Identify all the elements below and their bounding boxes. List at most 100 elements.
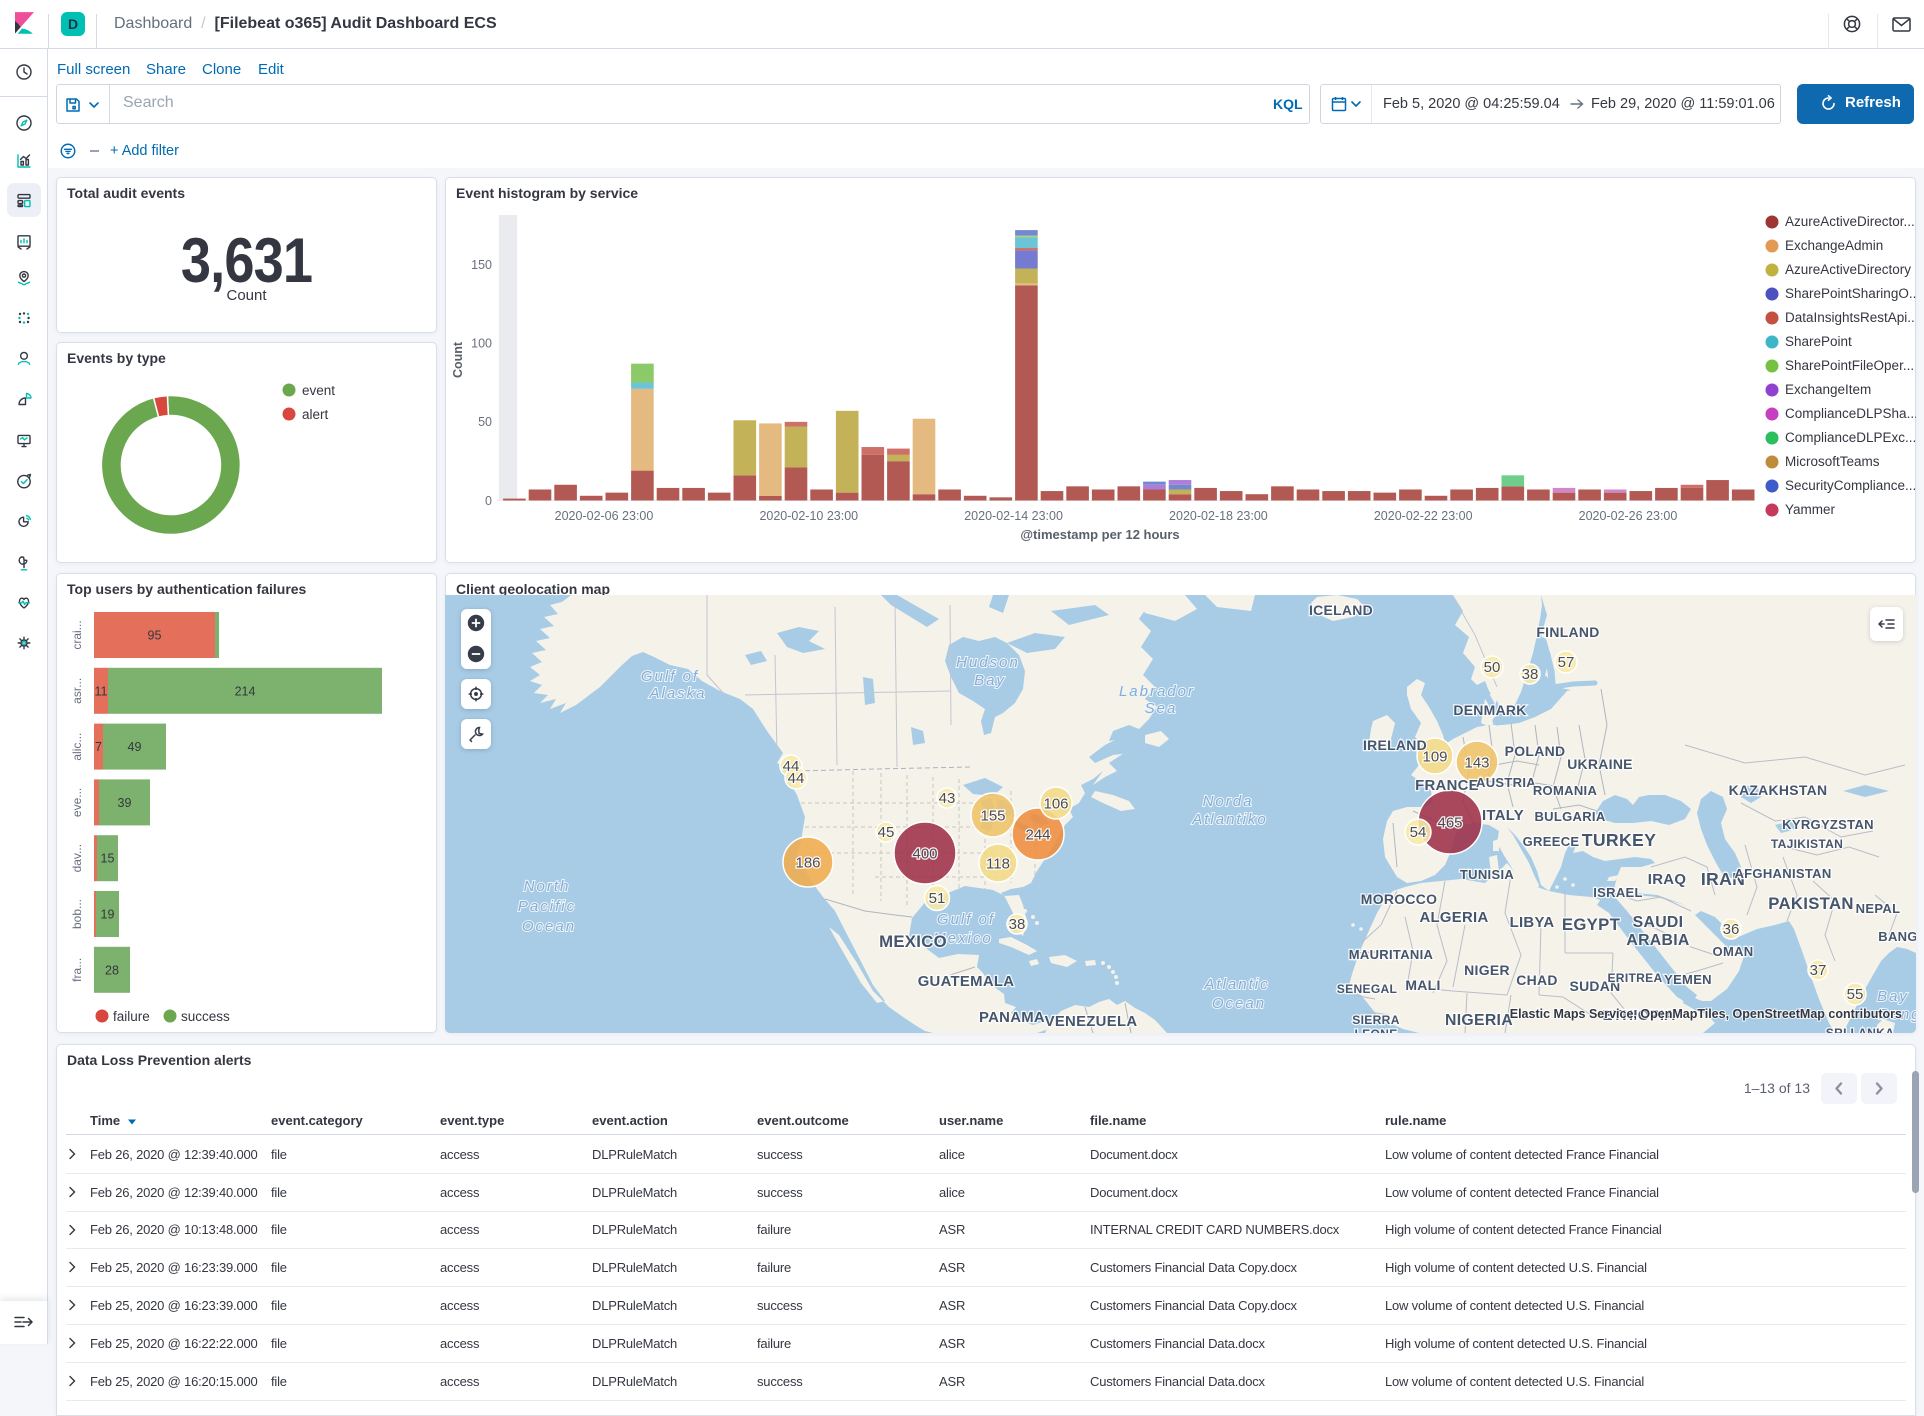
svg-text:SRI LANKA: SRI LANKA [1826, 1026, 1894, 1033]
svg-text:2020-02-14 23:00: 2020-02-14 23:00 [964, 509, 1063, 523]
svg-text:38: 38 [1009, 916, 1026, 933]
svg-text:39: 39 [118, 796, 132, 810]
svg-text:LEONE: LEONE [1354, 1027, 1397, 1033]
svg-text:DENMARK: DENMARK [1453, 702, 1526, 718]
svg-text:PANAMA: PANAMA [979, 1010, 1045, 1026]
svg-text:Count: Count [451, 341, 465, 378]
svg-text:fra...: fra... [70, 958, 84, 982]
svg-text:Yammer: Yammer [1785, 502, 1836, 517]
svg-text:465: 465 [1437, 815, 1462, 832]
svg-text:2020-02-26 23:00: 2020-02-26 23:00 [1579, 509, 1678, 523]
svg-text:BANGLA: BANGLA [1878, 929, 1916, 944]
svg-text:UKRAINE: UKRAINE [1567, 756, 1633, 772]
svg-text:failure: failure [113, 1009, 150, 1024]
svg-text:186: 186 [795, 854, 820, 871]
svg-text:SharePoint: SharePoint [1785, 334, 1852, 349]
svg-text:IRAQ: IRAQ [1648, 872, 1686, 888]
svg-text:ETHIOPIA: ETHIOPIA [1603, 1008, 1676, 1024]
svg-text:Sea: Sea [1145, 700, 1178, 717]
svg-text:38: 38 [1522, 666, 1539, 683]
svg-text:ExchangeItem: ExchangeItem [1785, 382, 1871, 397]
svg-text:FRANCE: FRANCE [1415, 778, 1479, 794]
svg-text:TURKEY: TURKEY [1582, 830, 1656, 850]
svg-text:Ocean: Ocean [522, 918, 576, 935]
svg-text:EGYPT: EGYPT [1562, 915, 1621, 934]
svg-text:POLAND: POLAND [1505, 743, 1566, 759]
svg-text:North: North [524, 878, 571, 895]
svg-text:109: 109 [1422, 748, 1447, 765]
svg-text:PAKISTAN: PAKISTAN [1768, 894, 1853, 913]
svg-text:SecurityCompliance...: SecurityCompliance... [1785, 478, 1916, 493]
svg-text:2020-02-06 23:00: 2020-02-06 23:00 [555, 509, 654, 523]
svg-text:15: 15 [101, 852, 115, 866]
svg-text:@timestamp per 12 hours: @timestamp per 12 hours [1020, 527, 1179, 542]
svg-text:TUNISIA: TUNISIA [1460, 867, 1514, 882]
svg-text:Alaska: Alaska [648, 685, 706, 702]
svg-text:IRELAND: IRELAND [1363, 737, 1427, 753]
svg-text:alert: alert [302, 407, 329, 422]
svg-text:11: 11 [95, 684, 108, 698]
svg-text:214: 214 [235, 684, 256, 698]
svg-text:crai...: crai... [70, 620, 84, 649]
svg-text:51: 51 [929, 890, 946, 907]
svg-text:MicrosoftTeams: MicrosoftTeams [1785, 454, 1880, 469]
svg-text:TAJIKISTAN: TAJIKISTAN [1771, 837, 1843, 851]
svg-text:100: 100 [471, 336, 492, 350]
svg-text:ITALY: ITALY [1482, 808, 1524, 824]
svg-text:2020-02-18 23:00: 2020-02-18 23:00 [1169, 509, 1268, 523]
svg-text:SAUDI: SAUDI [1633, 914, 1684, 931]
svg-text:KYRGYZSTAN: KYRGYZSTAN [1782, 817, 1874, 832]
svg-text:NEPAL: NEPAL [1856, 901, 1901, 916]
svg-text:success: success [181, 1009, 230, 1024]
svg-text:44: 44 [788, 770, 805, 787]
svg-text:400: 400 [912, 846, 937, 863]
svg-text:ROMANIA: ROMANIA [1533, 783, 1598, 798]
svg-text:45: 45 [878, 824, 895, 841]
svg-text:ARABIA: ARABIA [1626, 932, 1689, 949]
svg-text:50: 50 [478, 415, 492, 429]
svg-text:Hudson: Hudson [956, 654, 1020, 671]
svg-text:MEXICO: MEXICO [879, 932, 947, 951]
svg-text:YEMEN: YEMEN [1664, 972, 1712, 987]
svg-text:Bay: Bay [1877, 988, 1909, 1005]
svg-text:AzureActiveDirectory: AzureActiveDirectory [1785, 262, 1911, 277]
svg-text:ICELAND: ICELAND [1309, 602, 1373, 618]
svg-text:NIGER: NIGER [1464, 962, 1510, 978]
svg-text:SharePointFileOper...: SharePointFileOper... [1785, 358, 1914, 373]
svg-text:AzureActiveDirector...: AzureActiveDirector... [1785, 214, 1915, 229]
svg-text:Atlantic: Atlantic [1203, 976, 1269, 993]
svg-text:150: 150 [471, 258, 492, 272]
svg-text:Beng: Beng [1878, 1006, 1916, 1023]
svg-text:AFGHANISTAN: AFGHANISTAN [1734, 866, 1831, 881]
svg-text:118: 118 [986, 855, 1010, 872]
svg-text:54: 54 [1410, 824, 1427, 841]
svg-text:GREECE: GREECE [1523, 834, 1580, 849]
svg-text:57: 57 [1558, 654, 1575, 671]
svg-text:event: event [302, 383, 335, 398]
svg-text:2020-02-22 23:00: 2020-02-22 23:00 [1374, 509, 1473, 523]
svg-text:28: 28 [105, 963, 119, 977]
svg-text:50: 50 [1484, 659, 1501, 676]
svg-text:ComplianceDLPExc...: ComplianceDLPExc... [1785, 430, 1916, 445]
svg-text:55: 55 [1847, 986, 1864, 1003]
svg-text:19: 19 [101, 908, 115, 922]
svg-text:Atlantiko: Atlantiko [1191, 811, 1268, 828]
svg-text:KAZAKHSTAN: KAZAKHSTAN [1729, 782, 1828, 798]
svg-text:155: 155 [980, 807, 1005, 824]
svg-text:44: 44 [783, 758, 800, 775]
svg-text:106: 106 [1043, 795, 1068, 812]
svg-text:Labrador: Labrador [1119, 683, 1195, 700]
svg-text:MALI: MALI [1405, 977, 1440, 993]
svg-text:SIERRA: SIERRA [1352, 1013, 1399, 1027]
svg-text:Ocean: Ocean [1212, 995, 1266, 1012]
svg-text:49: 49 [128, 740, 142, 754]
svg-text:OMAN: OMAN [1713, 944, 1754, 959]
svg-text:ISRAEL: ISRAEL [1593, 885, 1643, 900]
svg-text:244: 244 [1025, 826, 1050, 843]
svg-text:dav...: dav... [70, 844, 84, 872]
svg-text:SharePointSharingO...: SharePointSharingO... [1785, 286, 1916, 301]
svg-text:ExchangeAdmin: ExchangeAdmin [1785, 238, 1883, 253]
svg-text:MOROCCO: MOROCCO [1361, 891, 1437, 907]
svg-text:FINLAND: FINLAND [1536, 624, 1599, 640]
svg-text:36: 36 [1723, 921, 1740, 938]
